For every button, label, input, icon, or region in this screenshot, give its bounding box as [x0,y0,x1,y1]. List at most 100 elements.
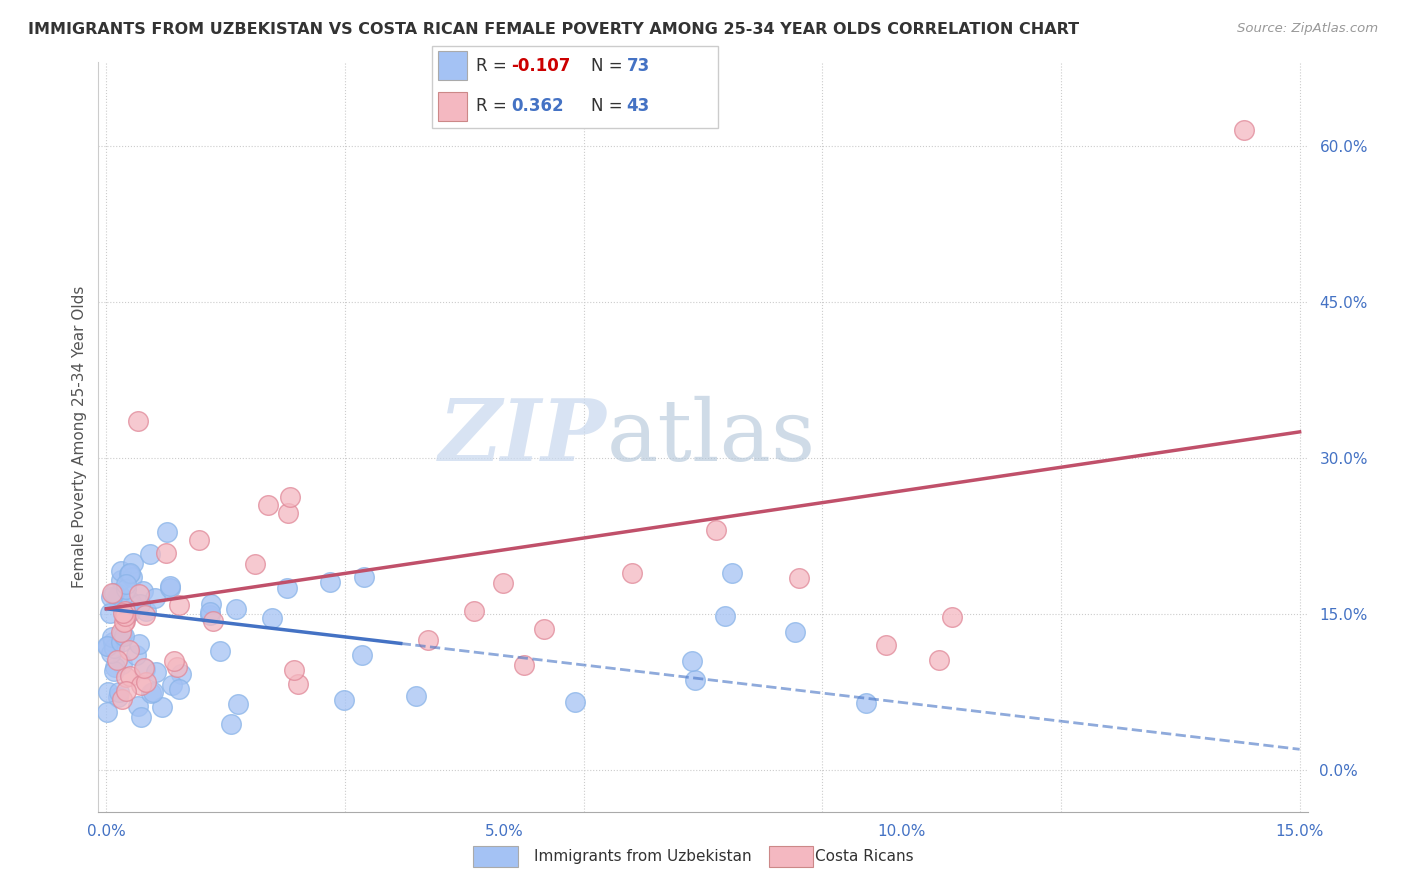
Point [100,590,122,604]
Point [105,590,128,604]
FancyBboxPatch shape [769,846,813,867]
Point [787,571,810,585]
Point [139,547,162,561]
Point [118,643,141,657]
FancyBboxPatch shape [474,846,517,867]
Point [492,576,515,591]
Point [112,629,135,643]
Point [103,641,125,656]
Point [155,546,177,560]
Point [463,604,485,618]
Point [129,678,152,692]
Point [159,581,181,595]
Point [96,705,118,719]
Point [170,666,193,681]
Point [127,698,149,713]
Text: 43: 43 [627,97,650,115]
Point [277,506,299,520]
Point [278,490,301,504]
FancyBboxPatch shape [432,46,718,128]
Point [145,591,167,605]
Point [114,604,136,618]
Point [276,581,298,595]
Point [416,632,439,647]
Point [783,625,806,640]
Point [110,635,132,649]
Point [167,599,190,613]
Point [150,700,173,714]
Point [101,630,124,644]
Point [704,523,727,537]
Point [257,498,280,512]
FancyBboxPatch shape [437,92,467,120]
Point [135,675,157,690]
Point [100,646,122,660]
Point [245,557,267,571]
Point [103,635,125,649]
Point [225,601,247,615]
Point [134,662,156,676]
Point [135,604,157,618]
Point [139,686,162,700]
Point [200,607,222,622]
Text: 73: 73 [627,57,650,75]
Point [127,415,149,429]
Point [621,566,644,580]
Point [110,625,132,640]
Point [114,609,136,624]
Point [115,670,138,684]
Point [118,566,141,580]
Point [97,639,120,653]
Point [350,648,373,662]
Point [714,609,737,624]
Text: Costa Ricans: Costa Ricans [815,849,914,863]
Point [103,586,125,600]
Point [111,692,134,706]
Point [226,697,249,711]
Y-axis label: Female Poverty Among 25-34 Year Olds: Female Poverty Among 25-34 Year Olds [72,286,87,588]
Text: Immigrants from Uzbekistan: Immigrants from Uzbekistan [534,849,752,863]
Text: ZIP: ZIP [439,395,606,479]
Point [96,685,118,699]
Point [219,716,242,731]
Point [188,533,211,547]
Point [103,664,125,678]
Text: Source: ZipAtlas.com: Source: ZipAtlas.com [1237,22,1378,36]
Point [98,606,121,620]
Point [108,587,131,601]
Point [564,695,586,709]
Point [112,615,135,629]
Point [111,657,134,672]
Point [129,598,152,612]
Text: atlas: atlas [606,395,815,479]
Point [875,638,897,652]
Point [107,690,129,704]
Point [332,693,354,707]
Point [855,697,877,711]
Point [198,605,221,619]
Point [683,673,706,688]
Point [132,584,155,599]
Point [405,689,427,703]
Point [156,524,179,539]
FancyBboxPatch shape [437,52,467,80]
Point [110,565,132,579]
Point [120,594,142,608]
Point [134,607,156,622]
Point [104,660,127,674]
Text: N =: N = [591,57,628,75]
Point [287,676,309,690]
Point [128,587,150,601]
Point [114,614,136,628]
Point [105,653,128,667]
Text: -0.107: -0.107 [512,57,571,75]
Text: IMMIGRANTS FROM UZBEKISTAN VS COSTA RICAN FEMALE POVERTY AMONG 25-34 YEAR OLDS C: IMMIGRANTS FROM UZBEKISTAN VS COSTA RICA… [28,22,1080,37]
Point [128,637,150,651]
Point [111,627,134,641]
Point [121,570,143,584]
Point [160,677,183,691]
Text: 0.362: 0.362 [512,97,564,115]
Point [1233,123,1256,137]
Point [118,669,141,683]
Point [115,576,138,591]
